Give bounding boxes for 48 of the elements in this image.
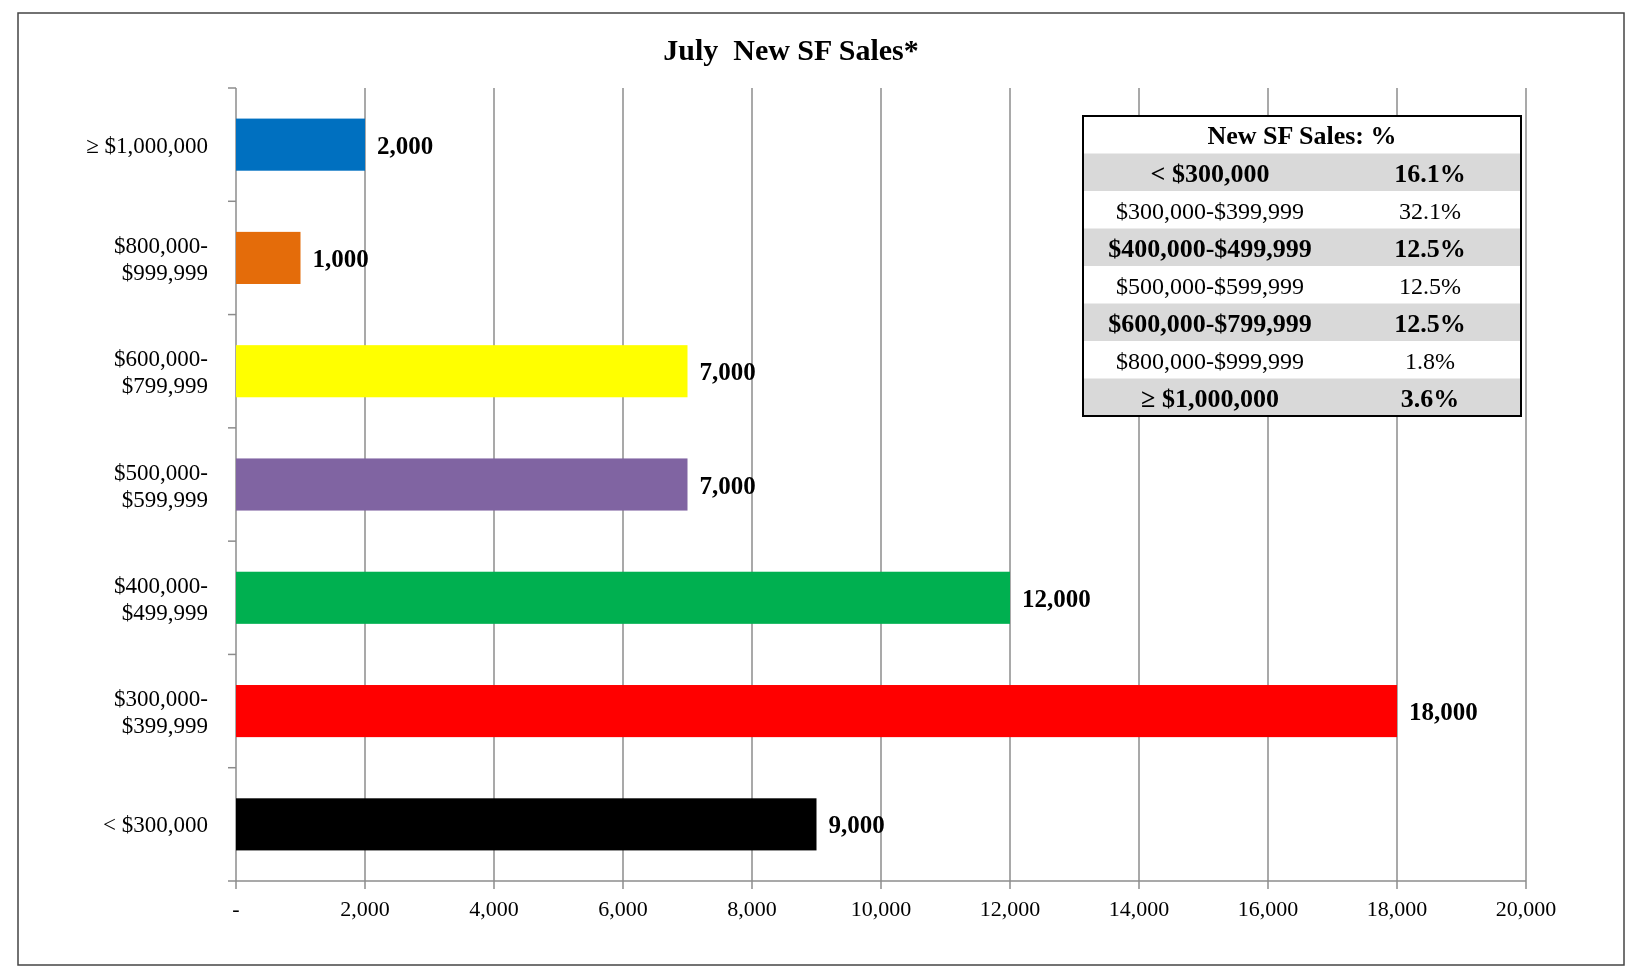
bar [236, 458, 688, 511]
annotation: 32.1% [1399, 198, 1461, 224]
annotation: 3.6% [1400, 383, 1460, 413]
annotation: 1.8% [1405, 348, 1455, 374]
annotation: 12.5% [1394, 233, 1466, 263]
x-tick-label: 10,000 [850, 896, 912, 921]
y-tick-label: $800,000-$999,999 [114, 232, 208, 285]
data-label: 18,000 [1409, 698, 1478, 726]
data-label: 9,000 [828, 811, 885, 839]
chart-title: July New SF Sales* [663, 33, 919, 66]
data-label: 7,000 [699, 471, 756, 499]
x-tick-label: 20,000 [1495, 896, 1557, 921]
annotation: 16.1% [1394, 158, 1466, 188]
data-label: 12,000 [1022, 584, 1091, 612]
bar [236, 345, 688, 398]
x-tick-label: 8,000 [727, 896, 777, 921]
annotation: < $300,000 [1150, 158, 1270, 188]
bar [236, 798, 817, 851]
x-tick-label: 2,000 [340, 896, 390, 921]
annotation: ≥ $1,000,000 [1141, 383, 1279, 413]
x-tick-label: - [232, 896, 240, 921]
data-label: 2,000 [377, 131, 434, 159]
annotation: 12.5% [1399, 273, 1461, 299]
x-tick-label: 6,000 [598, 896, 648, 921]
x-tick-label: 18,000 [1366, 896, 1428, 921]
bar [236, 118, 365, 171]
y-tick-label: $500,000-$599,999 [114, 459, 208, 512]
x-tick-label: 14,000 [1108, 896, 1170, 921]
y-tick-label: $300,000-$399,999 [114, 686, 208, 739]
annotation: $400,000-$499,999 [1108, 233, 1312, 263]
x-tick-label: 12,000 [979, 896, 1041, 921]
annotation: $600,000-$799,999 [1108, 308, 1312, 338]
data-label: 7,000 [699, 358, 756, 386]
data-label: 1,000 [312, 244, 369, 272]
y-tick-label: < $300,000 [103, 812, 208, 838]
annotation: $800,000-$999,999 [1116, 348, 1304, 374]
y-tick-label: ≥ $1,000,000 [86, 132, 208, 158]
y-tick-label: $400,000-$499,999 [114, 572, 208, 625]
annotation: 12.5% [1394, 308, 1466, 338]
annotation: $500,000-$599,999 [1116, 273, 1304, 299]
x-tick-label: 16,000 [1237, 896, 1299, 921]
x-tick-label: 4,000 [469, 896, 519, 921]
annotation: New SF Sales: % [1207, 121, 1397, 150]
bar [236, 231, 301, 284]
bar [236, 571, 1010, 624]
y-tick-label: $600,000-$799,999 [114, 346, 208, 399]
annotation: $300,000-$399,999 [1116, 198, 1304, 224]
bar [236, 685, 1397, 738]
